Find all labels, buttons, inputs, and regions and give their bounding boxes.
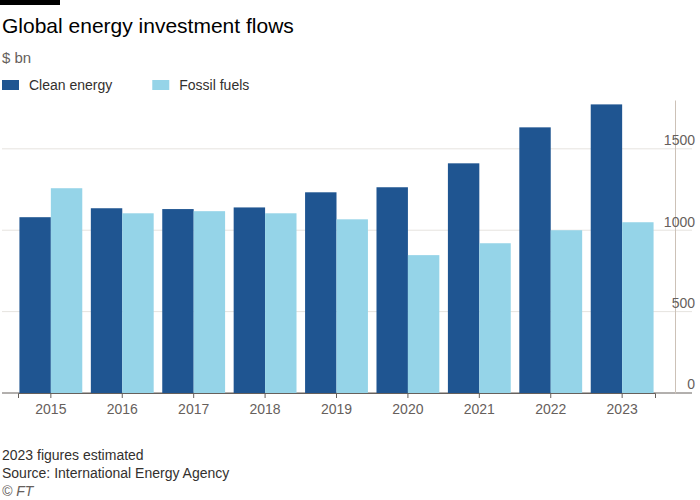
x-tick-mark bbox=[193, 393, 194, 398]
bar bbox=[91, 208, 122, 393]
bar bbox=[448, 163, 479, 393]
x-axis: 2015 2016 2017 2018 2019 2020 2021 2022 2023 bbox=[19, 393, 656, 417]
x-tick-label: 2019 bbox=[321, 401, 352, 417]
y-axis: 0 500 1000 1500 bbox=[664, 101, 695, 394]
legend-swatch bbox=[152, 80, 169, 90]
x-tick: 2015 bbox=[35, 393, 66, 417]
x-tick-label: 2023 bbox=[607, 401, 638, 417]
legend-label: Fossil fuels bbox=[179, 77, 249, 93]
y-tick: 1000 bbox=[664, 214, 695, 231]
bars bbox=[19, 104, 653, 393]
x-tick-label: 2016 bbox=[107, 401, 138, 417]
x-tick-label: 2020 bbox=[392, 401, 423, 417]
bar bbox=[19, 217, 50, 393]
annotation: Source: International Energy Agency bbox=[2, 465, 229, 481]
legend-label: Clean energy bbox=[29, 77, 112, 93]
y-tick: 0 bbox=[675, 376, 695, 393]
annotation: © FT bbox=[2, 483, 35, 499]
x-tick: 2019 bbox=[321, 393, 352, 417]
x-tick: 2016 bbox=[107, 393, 138, 417]
y-tick-label: 0 bbox=[687, 376, 695, 392]
x-tick-mark bbox=[122, 393, 123, 398]
bar bbox=[376, 187, 407, 393]
bar bbox=[51, 188, 82, 393]
x-tick: 2021 bbox=[464, 393, 495, 417]
bar bbox=[551, 230, 582, 393]
annotation: 2023 figures estimated bbox=[2, 447, 144, 463]
header-rule bbox=[0, 0, 60, 5]
bar bbox=[591, 104, 622, 393]
bar bbox=[622, 222, 653, 393]
y-tick-label: 500 bbox=[672, 295, 696, 311]
x-tick: 2017 bbox=[178, 393, 209, 417]
bar bbox=[162, 209, 193, 393]
x-tick-mark bbox=[550, 393, 551, 398]
bar bbox=[305, 192, 336, 393]
grid bbox=[2, 149, 692, 393]
bar bbox=[234, 207, 265, 393]
bar bbox=[519, 127, 550, 393]
y-tick-label: 1000 bbox=[664, 214, 695, 230]
y-tick: 500 bbox=[672, 295, 696, 312]
y-tick-label: 1500 bbox=[664, 132, 695, 148]
x-tick-label: 2017 bbox=[178, 401, 209, 417]
x-tick-mark bbox=[407, 393, 408, 398]
x-tick-mark bbox=[479, 393, 480, 398]
x-tick: 2022 bbox=[535, 393, 566, 417]
bar bbox=[337, 219, 368, 393]
subtitle: $ bn bbox=[2, 49, 31, 66]
bar bbox=[122, 213, 153, 393]
x-tick-label: 2015 bbox=[35, 401, 66, 417]
x-tick: 2020 bbox=[392, 393, 423, 417]
y-tick: 1500 bbox=[664, 132, 695, 149]
x-tick-mark bbox=[265, 393, 266, 398]
title: Global energy investment flows bbox=[2, 14, 294, 37]
x-tick-label: 2021 bbox=[464, 401, 495, 417]
x-tick-mark bbox=[336, 393, 337, 398]
bar bbox=[194, 211, 225, 393]
x-tick: 2023 bbox=[607, 393, 638, 417]
x-tick-label: 2022 bbox=[535, 401, 566, 417]
bar bbox=[479, 243, 510, 393]
x-tick-label: 2018 bbox=[250, 401, 281, 417]
x-tick-mark bbox=[50, 393, 51, 398]
x-tick: 2018 bbox=[250, 393, 281, 417]
grid-line bbox=[2, 148, 692, 149]
bar bbox=[265, 213, 296, 393]
x-tick-mark bbox=[622, 393, 623, 398]
legend-swatch bbox=[2, 80, 19, 90]
x-axis-line bbox=[19, 394, 656, 399]
bar bbox=[408, 255, 439, 393]
